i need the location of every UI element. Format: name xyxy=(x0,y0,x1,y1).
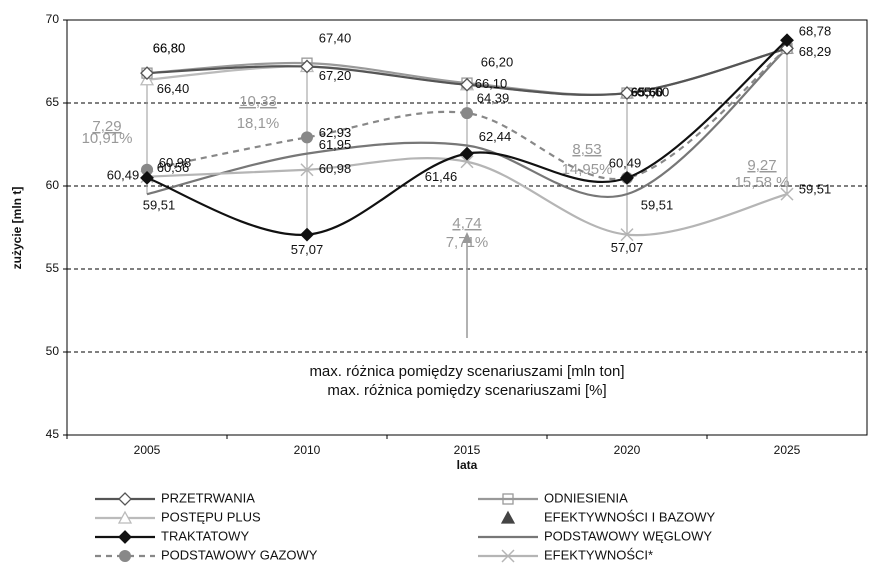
legend-label: PODSTAWOWY WĘGLOWY xyxy=(544,528,712,543)
y-tick-label: 50 xyxy=(46,344,60,358)
plot-frame xyxy=(66,19,868,436)
marker xyxy=(140,170,154,185)
legend-item: EFEKTYWNOŚCI* xyxy=(478,547,653,563)
legend-label: TRAKTATOWY xyxy=(161,528,249,543)
marker xyxy=(460,155,474,169)
marker xyxy=(117,510,133,524)
marker xyxy=(780,187,794,201)
difference: 7,29 xyxy=(92,118,121,135)
legend-label: EFEKTYWNOŚCI I BAZOWY xyxy=(544,509,716,524)
legend-item: EFEKTYWNOŚCI I BAZOWY xyxy=(500,509,716,524)
marker xyxy=(460,146,474,161)
difference: 10,33 xyxy=(239,93,277,110)
legend-label: ODNIESIENIA xyxy=(544,490,628,505)
marker xyxy=(300,227,314,242)
data-label: 66,20 xyxy=(481,55,514,70)
marker xyxy=(502,493,514,505)
data-label: 59,51 xyxy=(143,198,176,213)
data-label: 59,51 xyxy=(799,182,832,197)
y-tick-label: 45 xyxy=(46,427,60,441)
marker xyxy=(460,77,474,92)
difference-percent: 15,58 % xyxy=(734,174,789,191)
marker xyxy=(300,59,314,74)
data-label: 62,93 xyxy=(319,125,352,140)
difference-percent: 7,71% xyxy=(446,234,489,251)
data-label: 67,40 xyxy=(319,31,352,46)
data-label: 68,78 xyxy=(799,24,832,39)
marker xyxy=(620,86,634,100)
marker xyxy=(141,163,153,176)
data-label: 66,40 xyxy=(157,81,190,96)
difference-percent: 14,95% xyxy=(562,161,613,178)
data-label: 66,80 xyxy=(153,41,186,56)
difference: 4,74 xyxy=(452,215,481,232)
data-label: 60,98 xyxy=(159,155,192,170)
legend-item: ODNIESIENIA xyxy=(478,490,628,505)
x-tick-label: 2015 xyxy=(454,443,481,457)
difference: 8,53 xyxy=(572,141,601,158)
data-label: 61,46 xyxy=(425,169,458,184)
x-tick-label: 2010 xyxy=(294,443,321,457)
data-label: 66,10 xyxy=(475,76,508,91)
marker xyxy=(500,510,516,524)
legend-item: TRAKTATOWY xyxy=(95,528,249,544)
data-label: 68,29 xyxy=(799,44,832,59)
difference-percent: 18,1% xyxy=(237,115,280,132)
marker xyxy=(301,131,313,144)
data-label: 62,44 xyxy=(479,129,512,144)
marker xyxy=(620,170,634,185)
marker xyxy=(118,530,132,544)
marker xyxy=(620,228,634,242)
data-label: 66,80 xyxy=(153,41,186,56)
annotation: max. różnica pomiędzy scenariuszami [%] xyxy=(327,382,606,399)
legend-label: EFEKTYWNOŚCI* xyxy=(544,547,653,562)
data-label: 60,49 xyxy=(107,167,140,182)
series-line xyxy=(146,47,788,198)
x-tick-label: 2025 xyxy=(774,443,801,457)
legend-item: PODSTAWOWY WĘGLOWY xyxy=(478,528,712,543)
data-label: 60,49 xyxy=(609,155,642,170)
data-label: 59,51 xyxy=(641,198,674,213)
legend-label: PODSTAWOWY GAZOWY xyxy=(161,547,318,562)
annotation: max. różnica pomiędzy scenariuszami [mln… xyxy=(309,363,624,380)
y-tick-label: 60 xyxy=(46,178,60,192)
data-label: 65,60 xyxy=(631,84,664,99)
data-label: 65,60 xyxy=(637,84,670,99)
x-tick-label: 2020 xyxy=(614,443,641,457)
arrow-head xyxy=(462,232,472,243)
marker xyxy=(461,107,473,120)
marker xyxy=(501,549,515,563)
data-label: 60,98 xyxy=(319,161,352,176)
x-axis-label: lata xyxy=(457,458,478,472)
y-tick-label: 55 xyxy=(46,261,60,275)
legend-label: PRZETRWANIA xyxy=(161,490,255,505)
legend-item: PODSTAWOWY GAZOWY xyxy=(95,547,318,562)
marker xyxy=(780,33,794,48)
data-label: 61,95 xyxy=(319,137,352,152)
data-label: 57,07 xyxy=(611,240,644,255)
data-label: 57,07 xyxy=(291,242,324,257)
y-tick-label: 65 xyxy=(46,95,60,109)
marker xyxy=(780,41,794,56)
difference-percent: 10,91% xyxy=(82,130,133,147)
x-tick-label: 2005 xyxy=(134,443,161,457)
data-label: 60,56 xyxy=(157,160,190,175)
data-label: 64,39 xyxy=(477,91,510,106)
data-label: 67,20 xyxy=(319,68,352,83)
marker xyxy=(118,492,132,506)
y-axis-label: zużycie [mln t] xyxy=(10,187,24,270)
marker xyxy=(140,66,154,81)
marker xyxy=(119,550,131,562)
y-tick-label: 70 xyxy=(46,12,60,26)
legend-item: PRZETRWANIA xyxy=(95,490,255,506)
marker xyxy=(300,163,314,177)
legend-label: POSTĘPU PLUS xyxy=(161,509,261,524)
legend-item: POSTĘPU PLUS xyxy=(95,509,261,524)
difference: 9,27 xyxy=(747,157,776,174)
